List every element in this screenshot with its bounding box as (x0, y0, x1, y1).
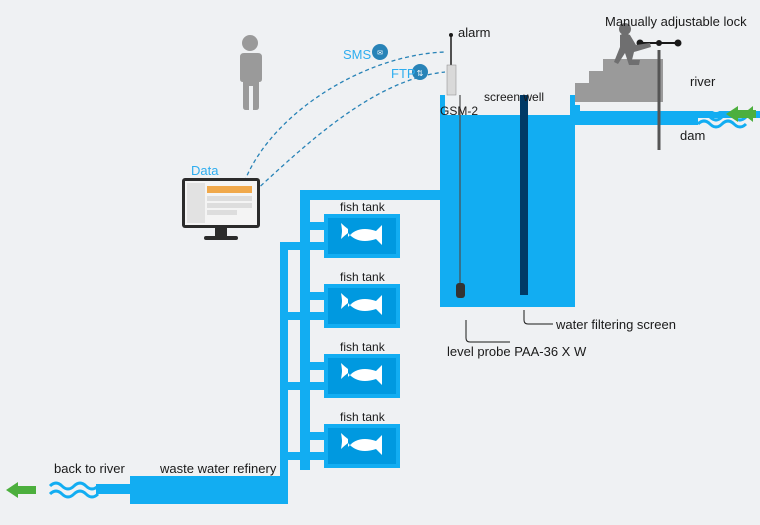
label-waste: waste water refinery (160, 461, 276, 476)
person-and-monitor: ✉ ⇅ (0, 0, 760, 525)
label-data: Data (191, 163, 218, 178)
label-fish-tank-1: fish tank (340, 200, 385, 214)
label-fish-tank-3: fish tank (340, 340, 385, 354)
label-lock: Manually adjustable lock (605, 14, 747, 29)
svg-text:✉: ✉ (377, 50, 383, 57)
label-gsm: GSM-2 (440, 104, 478, 118)
label-fish-tank-2: fish tank (340, 270, 385, 284)
label-alarm: alarm (458, 25, 491, 40)
label-probe: level probe PAA-36 X W (447, 344, 586, 359)
label-ftp: FTP (391, 66, 416, 81)
label-fish-tank-4: fish tank (340, 410, 385, 424)
label-river: river (690, 74, 715, 89)
svg-text:⇅: ⇅ (417, 69, 424, 78)
label-filter: water filtering screen (556, 317, 676, 332)
label-dam: dam (680, 128, 705, 143)
label-screen-well: screen well (484, 90, 544, 104)
label-back: back to river (54, 461, 125, 476)
label-sms: SMS (343, 47, 371, 62)
